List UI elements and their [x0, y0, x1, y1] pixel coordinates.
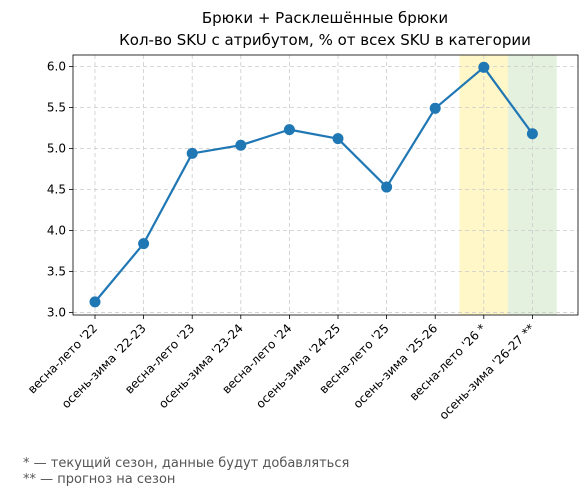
x-tick-label: осень-зима '25-26: [350, 321, 440, 411]
data-point: [332, 133, 344, 145]
x-tick-label: осень-зима '26-27 **: [436, 321, 537, 422]
footnote-current-season: * — текущий сезон, данные будут добавлят…: [23, 456, 350, 471]
y-tick-label: 3.5: [47, 265, 66, 279]
data-point: [526, 128, 538, 140]
plot-frame: [72, 54, 579, 316]
y-tick-label: 4.0: [47, 224, 66, 238]
chart-subtitle: Кол-во SKU с атрибутом, % от всех SKU в …: [119, 31, 531, 49]
data-point: [478, 61, 490, 73]
chart-title: Брюки + Расклешённые брюки: [202, 9, 448, 27]
series: [89, 61, 538, 308]
grid: [73, 55, 578, 315]
footnote-forecast: ** — прогноз на сезон: [23, 472, 176, 487]
data-point: [381, 181, 393, 193]
data-point: [138, 238, 150, 250]
y-tick-label: 5.5: [47, 100, 66, 114]
data-point: [186, 147, 198, 159]
x-tick-label: осень-зима '24-25: [253, 321, 343, 411]
season-highlights: [459, 55, 557, 315]
data-point: [429, 102, 441, 114]
x-tick-label: осень-зима '22-23: [59, 321, 149, 411]
data-point: [283, 124, 295, 136]
y-tick-label: 4.5: [47, 183, 66, 197]
data-point: [235, 139, 247, 151]
series-line: [94, 66, 534, 303]
data-point: [89, 296, 101, 308]
y-tick-label: 5.0: [47, 142, 66, 156]
y-tick-label: 3.0: [47, 306, 66, 320]
y-tick-label: 6.0: [47, 59, 66, 73]
x-tick-label: осень-зима '23-24: [156, 321, 246, 411]
